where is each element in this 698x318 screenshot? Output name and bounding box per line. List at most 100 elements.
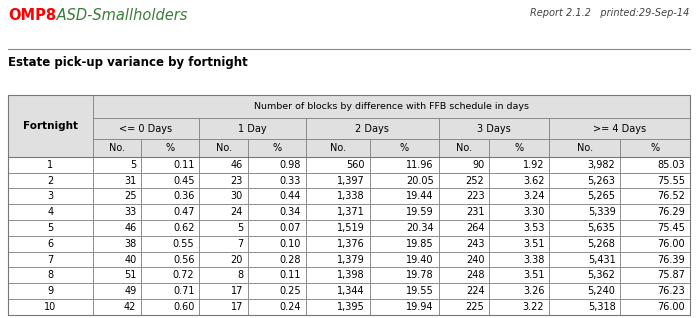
Text: 17: 17 <box>230 302 243 312</box>
Text: 10: 10 <box>45 302 57 312</box>
Text: 0.34: 0.34 <box>280 207 301 217</box>
Text: 1,397: 1,397 <box>337 176 364 185</box>
Text: 19.85: 19.85 <box>406 239 434 249</box>
Text: 49: 49 <box>124 286 136 296</box>
Text: 0.72: 0.72 <box>173 270 194 280</box>
Text: 75.87: 75.87 <box>657 270 685 280</box>
Text: %: % <box>165 143 174 153</box>
Text: 0.60: 0.60 <box>173 302 194 312</box>
Text: 7: 7 <box>237 239 243 249</box>
Text: 4: 4 <box>47 207 54 217</box>
Text: 5: 5 <box>47 223 54 233</box>
Text: 24: 24 <box>230 207 243 217</box>
Text: %: % <box>514 143 524 153</box>
Text: 0.33: 0.33 <box>280 176 301 185</box>
Text: Estate pick-up variance by fortnight: Estate pick-up variance by fortnight <box>8 56 248 69</box>
Text: 25: 25 <box>124 191 136 201</box>
Text: Report 2.1.2   printed:29-Sep-14: Report 2.1.2 printed:29-Sep-14 <box>530 8 690 18</box>
Text: 3.53: 3.53 <box>523 223 544 233</box>
Text: 76.23: 76.23 <box>657 286 685 296</box>
Text: 5: 5 <box>237 223 243 233</box>
Text: >= 4 Days: >= 4 Days <box>593 124 646 134</box>
Text: 0.11: 0.11 <box>280 270 301 280</box>
Text: 264: 264 <box>466 223 484 233</box>
Text: 1,376: 1,376 <box>337 239 364 249</box>
Text: 20.05: 20.05 <box>406 176 434 185</box>
Text: 5,268: 5,268 <box>588 239 616 249</box>
Text: 252: 252 <box>466 176 484 185</box>
Text: 5,362: 5,362 <box>588 270 616 280</box>
Text: 1,379: 1,379 <box>337 254 364 265</box>
Text: %: % <box>272 143 281 153</box>
Text: No.: No. <box>109 143 125 153</box>
Text: 248: 248 <box>466 270 484 280</box>
Text: 0.98: 0.98 <box>280 160 301 170</box>
Text: 231: 231 <box>466 207 484 217</box>
Text: 0.56: 0.56 <box>173 254 194 265</box>
Text: 76.00: 76.00 <box>657 239 685 249</box>
Text: 19.59: 19.59 <box>406 207 434 217</box>
Text: No.: No. <box>456 143 472 153</box>
Text: 223: 223 <box>466 191 484 201</box>
Text: 75.55: 75.55 <box>657 176 685 185</box>
Text: 240: 240 <box>466 254 484 265</box>
Text: 76.52: 76.52 <box>657 191 685 201</box>
Text: No.: No. <box>577 143 593 153</box>
Text: 5,635: 5,635 <box>588 223 616 233</box>
Text: 1,338: 1,338 <box>337 191 364 201</box>
Text: 42: 42 <box>124 302 136 312</box>
Text: 1.92: 1.92 <box>523 160 544 170</box>
Text: 560: 560 <box>346 160 364 170</box>
Text: 0.11: 0.11 <box>173 160 194 170</box>
Text: 23: 23 <box>230 176 243 185</box>
Text: 3.30: 3.30 <box>523 207 544 217</box>
Text: 8: 8 <box>47 270 54 280</box>
Text: 3.38: 3.38 <box>523 254 544 265</box>
Text: 46: 46 <box>231 160 243 170</box>
Text: 2 Days: 2 Days <box>355 124 389 134</box>
Text: 3.51: 3.51 <box>523 239 544 249</box>
Text: OMP8: OMP8 <box>8 8 57 23</box>
Text: 19.94: 19.94 <box>406 302 434 312</box>
Text: 0.47: 0.47 <box>173 207 194 217</box>
Text: 3,982: 3,982 <box>588 160 616 170</box>
Text: 0.10: 0.10 <box>280 239 301 249</box>
Text: 1,519: 1,519 <box>337 223 364 233</box>
Text: 3: 3 <box>47 191 54 201</box>
Text: 20.34: 20.34 <box>406 223 434 233</box>
Text: 0.36: 0.36 <box>173 191 194 201</box>
Text: 1,344: 1,344 <box>337 286 364 296</box>
Text: 5,265: 5,265 <box>588 191 616 201</box>
Text: 0.24: 0.24 <box>280 302 301 312</box>
Text: 19.40: 19.40 <box>406 254 434 265</box>
Text: 3.62: 3.62 <box>523 176 544 185</box>
Text: 31: 31 <box>124 176 136 185</box>
Text: 90: 90 <box>473 160 484 170</box>
Text: 5,240: 5,240 <box>588 286 616 296</box>
Text: 5: 5 <box>130 160 136 170</box>
Text: 17: 17 <box>230 286 243 296</box>
Text: 3.51: 3.51 <box>523 270 544 280</box>
Text: Number of blocks by difference with FFB schedule in days: Number of blocks by difference with FFB … <box>253 102 528 111</box>
Text: 19.44: 19.44 <box>406 191 434 201</box>
Text: 0.55: 0.55 <box>173 239 194 249</box>
Text: 33: 33 <box>124 207 136 217</box>
Text: ASD-Smallholders: ASD-Smallholders <box>52 8 188 23</box>
Text: 46: 46 <box>124 223 136 233</box>
Text: 1,395: 1,395 <box>337 302 364 312</box>
Text: 75.45: 75.45 <box>657 223 685 233</box>
Text: No.: No. <box>216 143 232 153</box>
Text: 8: 8 <box>237 270 243 280</box>
Text: 0.71: 0.71 <box>173 286 194 296</box>
Text: %: % <box>651 143 660 153</box>
Text: 3.24: 3.24 <box>523 191 544 201</box>
Text: 0.44: 0.44 <box>280 191 301 201</box>
Text: 9: 9 <box>47 286 54 296</box>
Text: 5,263: 5,263 <box>588 176 616 185</box>
Text: 85.03: 85.03 <box>657 160 685 170</box>
Text: 76.00: 76.00 <box>657 302 685 312</box>
Text: 1,371: 1,371 <box>337 207 364 217</box>
Text: 76.29: 76.29 <box>657 207 685 217</box>
Text: 51: 51 <box>124 270 136 280</box>
Text: 5,431: 5,431 <box>588 254 616 265</box>
